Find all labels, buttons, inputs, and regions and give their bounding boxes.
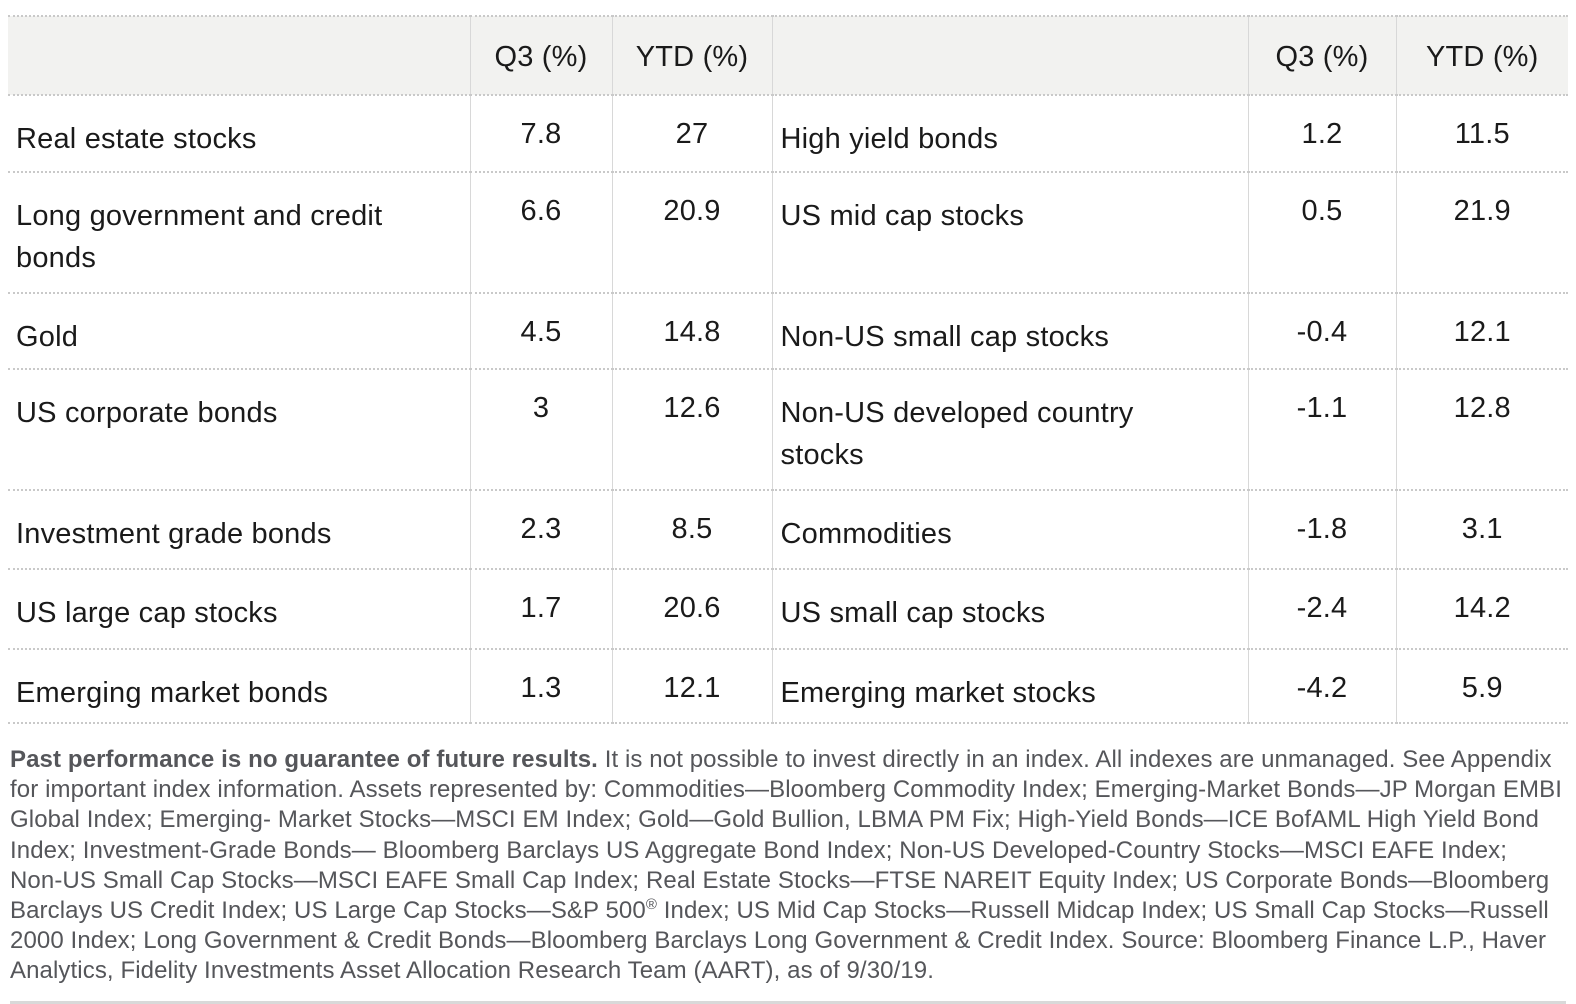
asset-name-cell: Commodities xyxy=(771,490,1248,569)
ytd-value-cell: 11.5 xyxy=(1395,95,1568,172)
header-row: Q3 (%) YTD (%) Q3 (%) YTD (%) xyxy=(8,16,1568,95)
table-row: Emerging market bonds 1.3 12.1 Emerging mar… xyxy=(8,649,1568,723)
table-header: Q3 (%) YTD (%) Q3 (%) YTD (%) xyxy=(8,16,1568,95)
table-row: Long government and credit bonds 6.6 20.9 U… xyxy=(8,172,1568,293)
asset-name-cell: Non-US small cap stocks xyxy=(771,293,1248,369)
ytd-value-cell: 20.6 xyxy=(611,569,772,649)
ytd-value-cell: 5.9 xyxy=(1395,649,1568,723)
table-row: Investment grade bonds 2.3 8.5 Commodities -… xyxy=(8,490,1568,569)
asset-name-header-right xyxy=(771,16,1248,95)
q3-value-cell: 1.7 xyxy=(469,569,612,649)
ytd-value-cell: 14.8 xyxy=(611,293,772,369)
ytd-value-cell: 3.1 xyxy=(1395,490,1568,569)
footnote-body-1: It is not possible to invest directly in… xyxy=(10,746,1562,925)
asset-name-cell: Investment grade bonds xyxy=(16,518,332,550)
q3-value-cell: 6.6 xyxy=(469,172,612,293)
ytd-value-cell: 27 xyxy=(611,95,772,172)
table-row: Real estate stocks 7.8 27 High yield bonds 1… xyxy=(8,95,1568,172)
asset-name-cell: Long government and credit bonds xyxy=(16,200,383,275)
q3-value-cell: 7.8 xyxy=(469,95,612,172)
q3-value-cell: -0.4 xyxy=(1247,293,1396,369)
ytd-value-cell: 12.1 xyxy=(611,649,772,723)
q3-value-cell: -1.8 xyxy=(1247,490,1396,569)
asset-name-header-left xyxy=(8,16,470,95)
registered-trademark-symbol: ® xyxy=(645,896,657,914)
q3-value-cell: 1.2 xyxy=(1247,95,1396,172)
q3-value-cell: 3 xyxy=(469,369,612,490)
q3-header-right: Q3 (%) xyxy=(1247,16,1396,95)
disclosure-footnote: Past performance is no guarantee of futu… xyxy=(10,745,1566,987)
asset-name-cell: High yield bonds xyxy=(771,95,1248,172)
table-row: US large cap stocks 1.7 20.6 US small cap s… xyxy=(8,569,1568,649)
table-row: US corporate bonds 3 12.6 Non-US developed … xyxy=(8,369,1568,490)
q3-value-cell: 0.5 xyxy=(1247,172,1396,293)
asset-name-cell: US small cap stocks xyxy=(771,569,1248,649)
footnote-body-2: Index; US Mid Cap Stocks—Russell Midcap … xyxy=(10,897,1549,985)
asset-name-cell: US mid cap stocks xyxy=(771,172,1248,293)
q3-value-cell: -2.4 xyxy=(1247,569,1396,649)
q3-value-cell: 1.3 xyxy=(469,649,612,723)
asset-name-cell: US corporate bonds xyxy=(16,397,278,429)
asset-name-cell: Gold xyxy=(16,321,79,353)
ytd-value-cell: 21.9 xyxy=(1395,172,1568,293)
ytd-value-cell: 12.1 xyxy=(1395,293,1568,369)
asset-name-cell: Emerging market stocks xyxy=(771,649,1248,723)
bottom-divider xyxy=(10,1000,1566,1004)
ytd-value-cell: 14.2 xyxy=(1395,569,1568,649)
asset-performance-table: Q3 (%) YTD (%) Q3 (%) YTD (%) Real estat… xyxy=(8,15,1568,724)
asset-name-cell: Real estate stocks xyxy=(16,123,257,155)
asset-name-cell: US large cap stocks xyxy=(16,597,278,629)
q3-value-cell: -1.1 xyxy=(1247,369,1396,490)
ytd-value-cell: 8.5 xyxy=(611,490,772,569)
q3-header-left: Q3 (%) xyxy=(469,16,612,95)
asset-name-cell: Non-US developed country stocks xyxy=(771,369,1248,490)
asset-table-body: Real estate stocks 7.8 27 High yield bonds 1… xyxy=(8,95,1568,723)
q3-value-cell: 2.3 xyxy=(469,490,612,569)
q3-value-cell: 4.5 xyxy=(469,293,612,369)
footnote-bold-lead: Past performance is no guarantee of futu… xyxy=(10,746,598,773)
ytd-value-cell: 12.8 xyxy=(1395,369,1568,490)
ytd-value-cell: 20.9 xyxy=(611,172,772,293)
ytd-value-cell: 12.6 xyxy=(611,369,772,490)
asset-name-cell: Emerging market bonds xyxy=(16,677,329,709)
ytd-header-right: YTD (%) xyxy=(1395,16,1568,95)
table-row: Gold 4.5 14.8 Non-US small cap stocks -0.4 12… xyxy=(8,293,1568,369)
ytd-header-left: YTD (%) xyxy=(611,16,772,95)
q3-value-cell: -4.2 xyxy=(1247,649,1396,723)
